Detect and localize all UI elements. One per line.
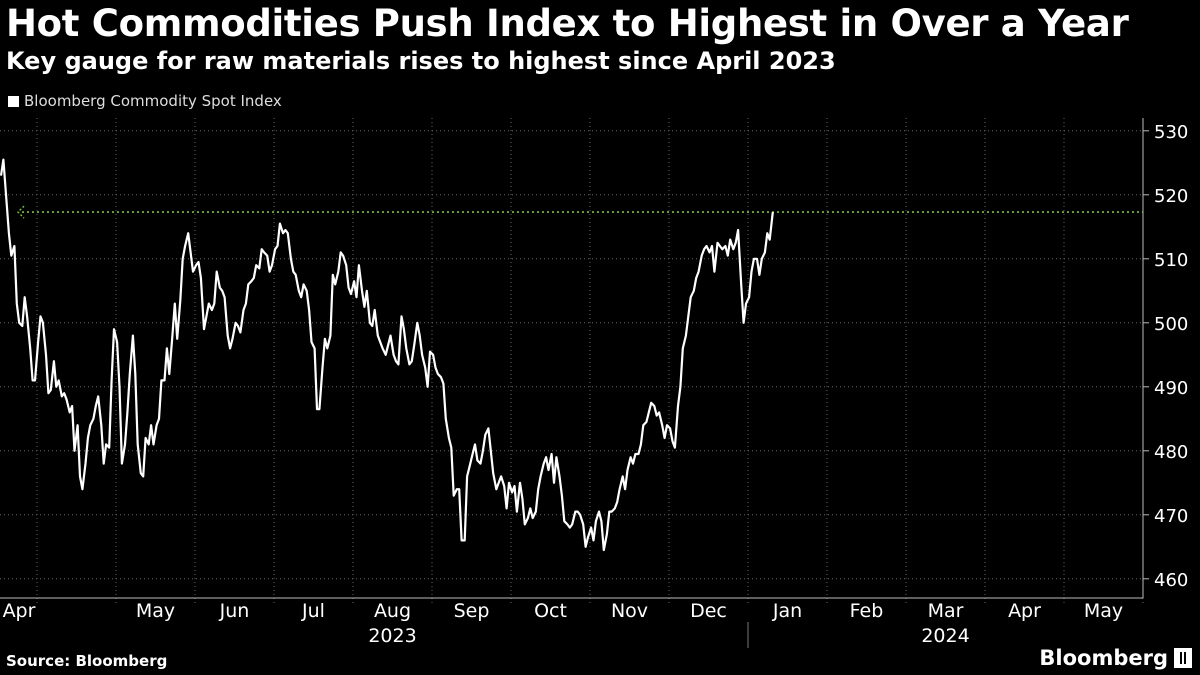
x-tick-label: Jun xyxy=(219,600,250,622)
source-note: Source: Bloomberg xyxy=(6,652,168,670)
x-year-label: 2024 xyxy=(921,625,969,647)
legend-swatch xyxy=(8,95,19,107)
y-tick-label: 460 xyxy=(1154,570,1188,591)
x-tick-label: Mar xyxy=(928,600,964,622)
y-tick-label: 530 xyxy=(1154,122,1188,143)
x-tick-label: Apr xyxy=(1008,600,1041,622)
x-tick-label: Nov xyxy=(611,600,648,622)
y-tick-label: 490 xyxy=(1154,378,1188,399)
x-tick-label: Jan xyxy=(772,600,802,622)
x-tick-label: Feb xyxy=(850,600,884,622)
x-tick-label: Sep xyxy=(454,600,490,622)
series-line xyxy=(0,158,774,552)
y-tick-label: 480 xyxy=(1154,442,1188,463)
x-tick-label: Oct xyxy=(534,600,567,622)
x-year-label: 2023 xyxy=(368,625,416,647)
chart-title: Hot Commodities Push Index to Highest in… xyxy=(6,2,1129,45)
y-tick-label: 500 xyxy=(1154,314,1188,335)
y-tick-label: 520 xyxy=(1154,186,1188,207)
x-tick-label: Dec xyxy=(690,600,727,622)
x-tick-label: Jul xyxy=(301,600,325,622)
brand-logo: Bloomberg xyxy=(1039,646,1192,670)
y-tick-label: 470 xyxy=(1154,506,1188,527)
x-tick-label: May xyxy=(136,600,175,622)
x-tick-label: Aug xyxy=(374,600,411,622)
bloomberg-terminal-icon xyxy=(1174,648,1192,668)
x-tick-label: Apr xyxy=(3,600,36,622)
chart-subtitle: Key gauge for raw materials rises to hig… xyxy=(6,47,836,75)
legend-label: Bloomberg Commodity Spot Index xyxy=(24,92,282,110)
legend: Bloomberg Commodity Spot Index xyxy=(8,92,282,110)
x-tick-label: May xyxy=(1084,600,1123,622)
reference-arrow xyxy=(17,205,25,219)
brand-name: Bloomberg xyxy=(1039,646,1168,670)
y-tick-label: 510 xyxy=(1154,250,1188,271)
